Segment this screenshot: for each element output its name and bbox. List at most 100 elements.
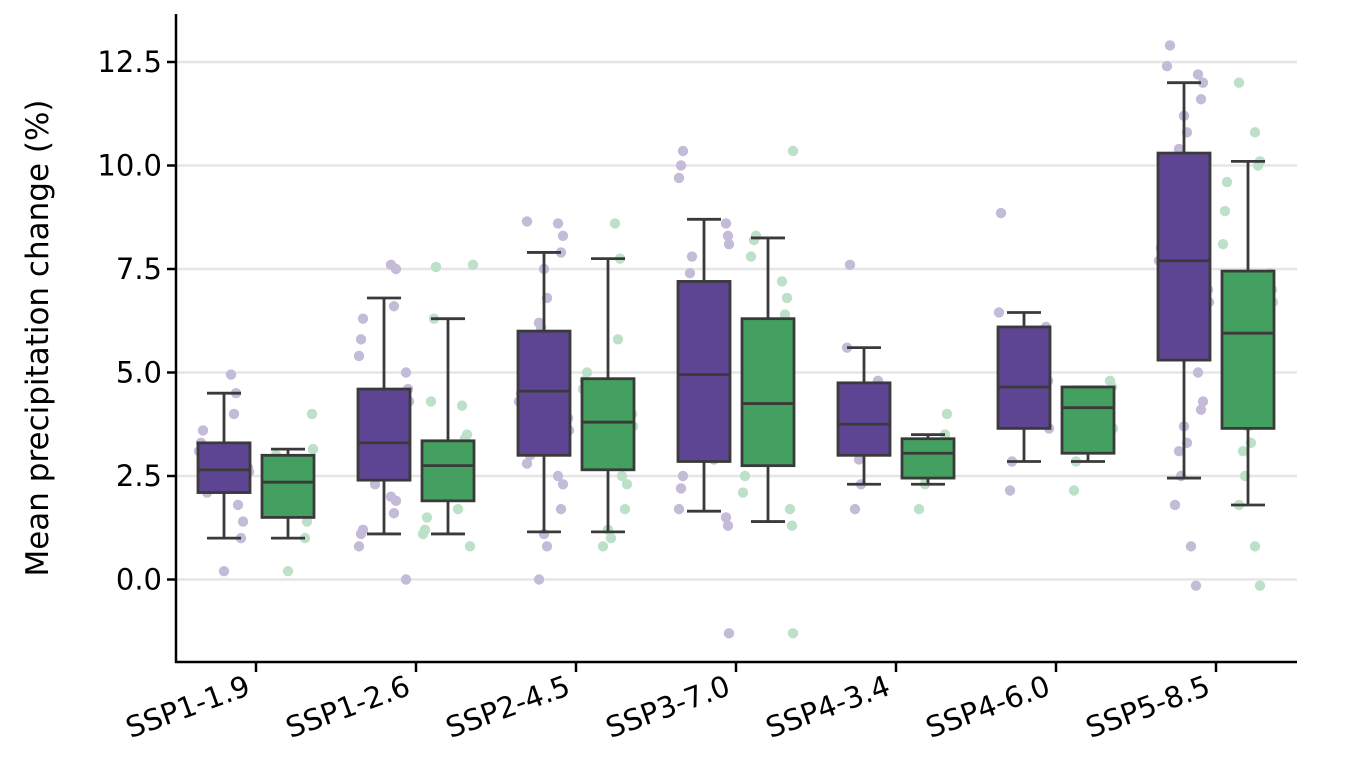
box-body (196, 441, 252, 494)
x-tick-label: SSP5-8.5 (1081, 669, 1214, 745)
data-point (675, 160, 687, 171)
data-point (385, 259, 397, 271)
data-point (197, 425, 209, 436)
y-axis-label: Mean precipitation change (%) (20, 99, 56, 576)
data-point (781, 292, 793, 304)
data-point (467, 259, 479, 271)
box-purple-SSP3-7.0 (676, 217, 732, 513)
data-point (993, 307, 1005, 318)
data-point (237, 516, 249, 527)
y-tick-label: 5.0 (116, 356, 162, 390)
data-point (521, 216, 533, 227)
data-point (913, 503, 925, 515)
data-point (461, 429, 473, 440)
gridlines (176, 60, 1297, 581)
data-point (597, 541, 609, 552)
data-point (684, 267, 696, 279)
data-point (307, 443, 319, 455)
box-green-SSP3-7.0 (740, 236, 796, 523)
box-body (260, 453, 316, 519)
data-point (1190, 580, 1202, 591)
data-point (844, 259, 856, 271)
data-point (941, 408, 953, 420)
data-point (1197, 77, 1209, 88)
data-point (581, 367, 593, 378)
data-point (521, 458, 533, 469)
box-plots (196, 81, 1276, 540)
data-point (1004, 485, 1016, 496)
data-point (609, 218, 621, 229)
box-body (740, 317, 796, 468)
data-point (353, 541, 365, 552)
box-purple-SSP4-3.4 (836, 346, 892, 486)
data-point (1173, 445, 1185, 457)
data-point (673, 503, 685, 515)
data-point (232, 499, 244, 511)
x-tick-label: SSP2-4.5 (441, 669, 574, 745)
box-body (1060, 385, 1116, 455)
y-tick-label: 2.5 (116, 459, 162, 493)
data-point (779, 309, 791, 320)
box-body (420, 439, 476, 503)
data-point (786, 520, 798, 531)
data-point (787, 145, 799, 157)
data-point (1161, 60, 1173, 72)
data-point (464, 541, 476, 552)
data-point (533, 574, 545, 585)
data-point (1254, 580, 1266, 591)
data-point (616, 470, 628, 482)
data-point (357, 524, 369, 536)
data-point (1185, 541, 1197, 552)
data-point (419, 524, 431, 536)
box-body (676, 280, 732, 463)
x-tick-label: SSP4-3.4 (761, 669, 894, 745)
box-body (516, 329, 572, 457)
data-point (787, 628, 799, 639)
x-ticks: SSP1-1.9 SSP1-2.6 SSP2-4.5 SSP3-7.0 SSP4-3.4… (121, 662, 1218, 745)
data-point (1219, 205, 1231, 217)
box-body (996, 325, 1052, 430)
data-point (723, 238, 735, 250)
data-point (1192, 367, 1204, 378)
data-point (849, 503, 861, 515)
data-point (452, 503, 464, 515)
data-point (301, 516, 313, 527)
scatter-points (193, 40, 1279, 639)
data-point (1249, 127, 1261, 138)
box-body (1220, 269, 1276, 430)
data-point (1197, 396, 1209, 407)
data-point (533, 317, 545, 329)
box-body (900, 437, 956, 480)
data-point (1169, 499, 1181, 511)
data-point (425, 396, 437, 407)
data-point (675, 483, 687, 494)
data-point (353, 350, 365, 362)
data-point (541, 541, 553, 552)
data-point (737, 487, 749, 498)
data-point (995, 207, 1007, 219)
data-point (555, 503, 567, 515)
data-point (1173, 143, 1185, 155)
data-point (621, 479, 633, 490)
box-purple-SSP4-6.0 (996, 311, 1052, 463)
data-point (400, 574, 412, 585)
x-tick-label: SSP1-2.6 (281, 669, 414, 745)
data-point (218, 566, 230, 577)
data-point (619, 503, 631, 515)
data-point (388, 508, 400, 519)
box-body (356, 387, 412, 482)
y-tick-label: 12.5 (97, 45, 162, 79)
data-point (739, 470, 751, 482)
data-point (723, 628, 735, 639)
x-tick-label: SSP4-6.0 (921, 669, 1054, 745)
data-point (1195, 94, 1207, 105)
data-point (673, 172, 685, 184)
y-ticks: 0.0 2.5 5.0 7.5 10.0 12.5 (97, 45, 176, 597)
data-point (745, 251, 757, 262)
data-point (225, 369, 237, 380)
axes (174, 14, 1297, 664)
data-point (388, 301, 400, 312)
data-point (357, 313, 369, 324)
data-point (677, 145, 689, 157)
data-point (1221, 176, 1233, 188)
